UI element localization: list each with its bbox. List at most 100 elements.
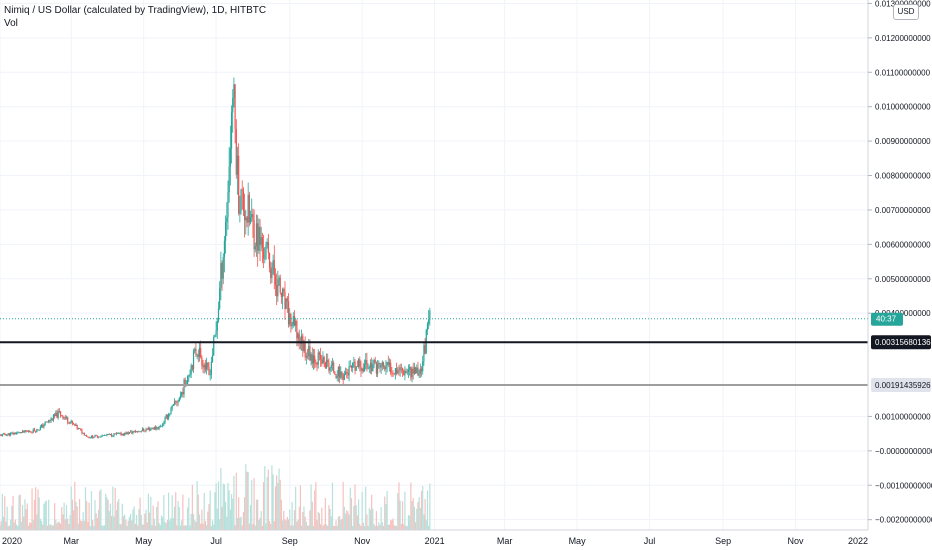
- candle-body: [346, 372, 348, 374]
- candle-body: [61, 415, 63, 417]
- time-axis[interactable]: 2020 Mar May Jul Sep Nov 2021 Mar May Jul Sep Nov 20…: [0, 529, 868, 546]
- candle-body: [387, 362, 389, 365]
- candle-body: [272, 260, 274, 270]
- candle-body: [119, 432, 121, 434]
- volume-bar: [278, 468, 280, 530]
- candle-body: [349, 365, 351, 367]
- candle-body: [329, 368, 331, 371]
- candle-body: [320, 354, 322, 360]
- volume-bar: [232, 498, 234, 530]
- volume-bar: [216, 508, 218, 530]
- volume-bar: [384, 496, 386, 530]
- candle-body: [217, 308, 220, 321]
- volume-bar: [369, 509, 372, 530]
- candle-body: [245, 217, 247, 221]
- volume-bar: [429, 483, 431, 530]
- candle-body: [305, 356, 307, 358]
- candle-body: [227, 192, 229, 218]
- candle-body: [14, 432, 17, 435]
- candle-body: [45, 421, 47, 423]
- symbol-title[interactable]: Nimiq / US Dollar (calculated by Trading…: [4, 5, 267, 16]
- volume-bar: [1, 494, 3, 530]
- candle-body: [403, 370, 405, 376]
- candle-body: [291, 324, 293, 327]
- volume-bar: [52, 525, 55, 530]
- volume-bar: [252, 524, 254, 530]
- candle-body: [353, 361, 355, 363]
- volume-bar: [0, 521, 2, 530]
- volume-bar: [303, 506, 305, 530]
- volume-bar: [88, 502, 90, 530]
- volume-bar: [11, 505, 13, 530]
- candle-body: [52, 414, 55, 421]
- volume-bar: [83, 520, 85, 530]
- volume-bar: [176, 525, 178, 530]
- time-tick-label: 2022: [848, 536, 868, 546]
- candle-body: [264, 258, 266, 259]
- candle-body: [309, 346, 311, 361]
- price-axis[interactable]: 0.013000000000.012000000000.011000000000…: [867, 0, 932, 530]
- candle-body: [73, 423, 75, 424]
- time-tick-label: Mar: [497, 536, 513, 546]
- candle-body: [388, 362, 391, 365]
- volume-bar: [360, 525, 362, 530]
- candle-body: [208, 366, 210, 375]
- volume-bar: [240, 516, 242, 530]
- volume-bar: [187, 507, 189, 530]
- volume-bar: [157, 501, 159, 530]
- volume-bar: [395, 525, 398, 530]
- volume-bar: [327, 525, 329, 530]
- volume-bar: [115, 510, 117, 530]
- candle-body: [96, 435, 98, 438]
- candle-body: [81, 429, 83, 434]
- candle-body: [420, 368, 423, 372]
- volume-bar: [419, 507, 421, 530]
- candle-body: [246, 217, 248, 223]
- volume-label[interactable]: Vol: [4, 18, 18, 29]
- volume-bar: [222, 483, 224, 530]
- candle-body: [407, 369, 410, 372]
- volume-bar: [195, 521, 197, 530]
- candle-body: [88, 437, 90, 438]
- candle-body: [171, 405, 173, 409]
- volume-bar: [59, 523, 62, 530]
- volume-bar: [359, 523, 361, 530]
- price-tick-label: 0.00100000000: [875, 412, 931, 421]
- volume-bar: [12, 496, 14, 530]
- candle-body: [49, 420, 51, 421]
- volume-bar: [330, 516, 332, 530]
- price-tick-label: −0.00200000000: [875, 516, 932, 525]
- candle-body: [177, 401, 179, 403]
- volume-bar: [342, 481, 344, 530]
- volume-bar: [154, 525, 157, 530]
- support-badge-bg: [871, 377, 931, 392]
- volume-bar: [220, 467, 222, 530]
- volume-bar: [44, 501, 46, 530]
- volume-bar: [61, 507, 63, 530]
- candle-body: [141, 428, 144, 432]
- candle-body: [38, 429, 40, 431]
- candle-body: [48, 420, 50, 423]
- candle-body: [223, 240, 226, 258]
- horizontal-lines[interactable]: [0, 318, 868, 386]
- volume-bar: [165, 523, 167, 530]
- volume-bar: [102, 525, 104, 530]
- volume-bar: [39, 518, 41, 530]
- volume-bar: [78, 499, 81, 530]
- currency-button[interactable]: USD: [893, 4, 919, 20]
- volume-bar: [371, 494, 373, 530]
- candle-body: [244, 210, 246, 221]
- price-tick-label: 0.00500000000: [875, 275, 931, 284]
- candle-body: [363, 364, 366, 372]
- volume-bar: [43, 503, 45, 530]
- candle-body: [429, 310, 431, 320]
- candle-body: [151, 428, 153, 430]
- candle-body: [249, 217, 252, 223]
- candle-body: [40, 424, 43, 427]
- candle-body: [240, 189, 242, 211]
- candle-body: [36, 429, 38, 433]
- candle-body: [368, 367, 370, 369]
- volume-bar: [333, 525, 335, 530]
- candle-body: [6, 434, 8, 436]
